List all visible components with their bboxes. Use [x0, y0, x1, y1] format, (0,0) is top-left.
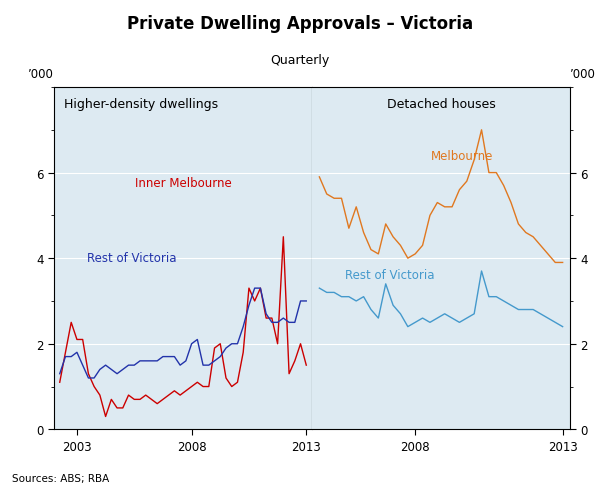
- Text: ’000: ’000: [570, 68, 596, 81]
- Text: ’000: ’000: [28, 68, 54, 81]
- Text: Melbourne: Melbourne: [430, 149, 493, 163]
- Text: Detached houses: Detached houses: [386, 98, 496, 111]
- Text: Inner Melbourne: Inner Melbourne: [134, 177, 232, 190]
- Text: Private Dwelling Approvals – Victoria: Private Dwelling Approvals – Victoria: [127, 15, 473, 33]
- Text: Higher-density dwellings: Higher-density dwellings: [64, 98, 218, 111]
- Text: Rest of Victoria: Rest of Victoria: [86, 252, 176, 265]
- Text: Rest of Victoria: Rest of Victoria: [344, 269, 434, 282]
- Text: Quarterly: Quarterly: [271, 54, 329, 67]
- Text: Sources: ABS; RBA: Sources: ABS; RBA: [12, 473, 109, 483]
